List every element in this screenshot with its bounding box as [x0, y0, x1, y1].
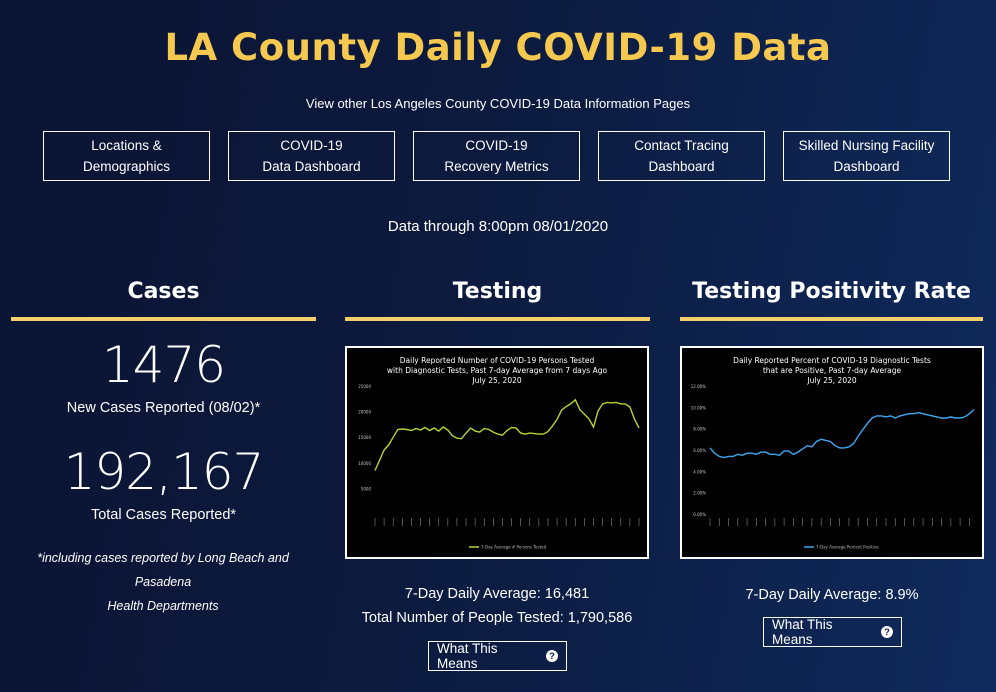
positivity-divider — [680, 317, 983, 321]
positivity-what-this-means-button[interactable]: What This Means ? — [763, 617, 902, 647]
button-label: What This Means — [437, 641, 498, 671]
nav-label: COVID-19 Data Dashboard — [262, 138, 361, 174]
cases-footnote: *including cases reported by Long Beach … — [8, 546, 318, 618]
footnote-text: *including cases reported by Long Beach … — [37, 551, 289, 613]
testing-chart-svg: Daily Reported Number of COVID-19 Person… — [358, 356, 640, 550]
legend-label: 7-Day Average # Persons Tested — [481, 545, 547, 550]
testing-total-people: Total Number of People Tested: 1,790,586 — [361, 610, 633, 626]
info-pages-subtitle: View other Los Angeles County COVID-19 D… — [305, 96, 691, 111]
legend-label: 7-Day Average Percent Positive — [816, 545, 879, 550]
y-tick-label: 15000 — [358, 435, 371, 440]
chart-title-line: Daily Reported Percent of COVID-19 Diagn… — [733, 356, 931, 365]
chart-title-line: Daily Reported Number of COVID-19 Person… — [400, 356, 595, 365]
nav-skilled-nursing-button[interactable]: Skilled Nursing Facility Dashboard — [783, 131, 950, 181]
y-tick-label: 8.00% — [693, 427, 706, 432]
positivity-heading: Testing Positivity Rate — [692, 279, 971, 304]
testing-chart[interactable]: Daily Reported Number of COVID-19 Person… — [345, 346, 649, 559]
y-tick-label: 20000 — [358, 410, 371, 415]
nav-recovery-metrics-button[interactable]: COVID-19 Recovery Metrics — [413, 131, 580, 181]
series-line — [374, 398, 640, 471]
nav-label: Contact Tracing Dashboard — [634, 138, 729, 174]
series-line — [709, 408, 975, 459]
nav-locations-demographics-button[interactable]: Locations & Demographics — [43, 131, 210, 181]
chart-title-line: July 25, 2020 — [471, 376, 521, 385]
nav-label: Skilled Nursing Facility Dashboard — [798, 138, 935, 174]
testing-divider — [345, 317, 650, 321]
y-tick-label: 2.00% — [693, 491, 706, 496]
new-cases-number: 1476 — [101, 336, 226, 394]
data-through-timestamp: Data through 8:00pm 08/01/2020 — [387, 218, 609, 235]
y-tick-label: 10.00% — [691, 405, 706, 410]
question-circle-icon: ? — [881, 626, 893, 638]
y-tick-label: 12.00% — [691, 384, 706, 389]
cases-divider — [11, 317, 316, 321]
y-tick-label: 5000 — [361, 486, 372, 491]
nav-label: Locations & Demographics — [82, 138, 171, 174]
chart-title-line: July 25, 2020 — [806, 376, 856, 385]
new-cases-label: New Cases Reported (08/02)* — [66, 400, 261, 416]
nav-label: COVID-19 Recovery Metrics — [444, 138, 549, 174]
y-tick-label: 6.00% — [693, 448, 706, 453]
testing-7day-average: 7-Day Daily Average: 16,481 — [404, 586, 590, 602]
cases-heading: Cases — [127, 279, 200, 304]
testing-what-this-means-button[interactable]: What This Means ? — [428, 641, 567, 671]
total-cases-number: 192,167 — [63, 443, 265, 501]
chart-title-line: that are Positive, Past 7-day Average — [763, 366, 902, 375]
chart-title-line: with Diagnostic Tests, Past 7-day Averag… — [387, 366, 608, 375]
testing-heading: Testing — [452, 279, 543, 304]
button-label: What This Means — [772, 617, 833, 647]
nav-data-dashboard-button[interactable]: COVID-19 Data Dashboard — [228, 131, 395, 181]
y-tick-label: 10000 — [358, 461, 371, 466]
nav-contact-tracing-button[interactable]: Contact Tracing Dashboard — [598, 131, 765, 181]
question-circle-icon: ? — [546, 650, 558, 662]
y-tick-label: 0.00% — [693, 512, 706, 517]
positivity-7day-average: 7-Day Daily Average: 8.9% — [745, 587, 919, 603]
total-cases-label: Total Cases Reported* — [90, 507, 237, 523]
y-tick-label: 4.00% — [693, 469, 706, 474]
page-title: LA County Daily COVID-19 Data — [164, 26, 832, 69]
positivity-chart-svg: Daily Reported Percent of COVID-19 Diagn… — [691, 356, 975, 550]
y-tick-label: 25000 — [358, 384, 371, 389]
positivity-chart[interactable]: Daily Reported Percent of COVID-19 Diagn… — [680, 346, 984, 559]
